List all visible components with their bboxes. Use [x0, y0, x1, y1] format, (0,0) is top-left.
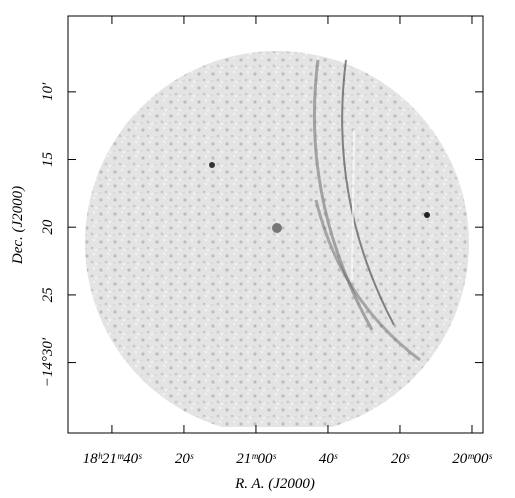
x-tick-label: 20ˢ: [391, 451, 410, 467]
sky-image: [85, 51, 469, 427]
y-tick-label: 20: [40, 219, 56, 235]
x-tick-label: 20ˢ: [175, 451, 194, 467]
y-tick-label: 10′: [40, 82, 56, 101]
y-axis-label: Dec. (J2000): [10, 186, 26, 265]
x-tick-label: 20ᵐ00ˢ: [452, 451, 492, 467]
x-axis-label: R. A. (J2000): [234, 476, 315, 492]
x-tick-label: 18ʰ21ᵐ40ˢ: [83, 451, 143, 467]
x-tick-label: 40ˢ: [319, 451, 338, 467]
plot-frame: [67, 15, 484, 434]
y-tick-label: 15: [40, 152, 56, 168]
y-tick-label: −14°30′: [40, 337, 56, 387]
x-tick-label: 21ᵐ00ˢ: [236, 451, 276, 467]
y-tick-label: 25: [40, 287, 56, 303]
